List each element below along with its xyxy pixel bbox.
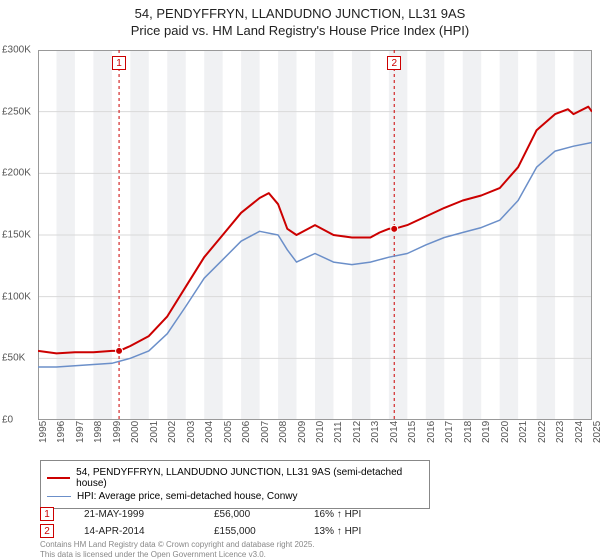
y-tick-label: £0	[2, 415, 13, 426]
legend-label: 54, PENDYFFRYN, LLANDUDNO JUNCTION, LL31…	[76, 467, 423, 489]
y-tick-label: £100K	[2, 291, 31, 302]
footer-attribution: Contains HM Land Registry data © Crown c…	[40, 540, 315, 559]
x-tick-label: 2003	[186, 421, 197, 443]
x-tick-label: 2019	[481, 421, 492, 443]
x-tick-label: 2014	[389, 421, 400, 443]
x-tick-label: 2004	[204, 421, 215, 443]
sale-price: £56,000	[214, 509, 284, 520]
chart-area: £0£50K£100K£150K£200K£250K£300K199519961…	[38, 50, 592, 420]
sale-date: 14-APR-2014	[84, 526, 184, 537]
legend-row: 54, PENDYFFRYN, LLANDUDNO JUNCTION, LL31…	[47, 467, 423, 489]
chart-container: 54, PENDYFFRYN, LLANDUDNO JUNCTION, LL31…	[0, 0, 600, 560]
x-tick-label: 2002	[167, 421, 178, 443]
footer-line-1: Contains HM Land Registry data © Crown c…	[40, 540, 315, 550]
x-tick-label: 2005	[223, 421, 234, 443]
x-tick-label: 2020	[500, 421, 511, 443]
sale-row-marker: 1	[40, 507, 54, 521]
y-tick-label: £200K	[2, 168, 31, 179]
sale-pct: 16% ↑ HPI	[314, 509, 394, 520]
sale-row: 2 14-APR-2014 £155,000 13% ↑ HPI	[40, 524, 394, 538]
x-tick-label: 2013	[370, 421, 381, 443]
x-tick-label: 2024	[574, 421, 585, 443]
x-tick-label: 2015	[407, 421, 418, 443]
x-tick-label: 2022	[537, 421, 548, 443]
y-tick-label: £150K	[2, 230, 31, 241]
title-block: 54, PENDYFFRYN, LLANDUDNO JUNCTION, LL31…	[0, 0, 600, 38]
sale-marker: 1	[112, 56, 126, 70]
x-tick-label: 2012	[352, 421, 363, 443]
x-tick-label: 2011	[333, 421, 344, 443]
footer-line-2: This data is licensed under the Open Gov…	[40, 550, 315, 560]
sale-price: £155,000	[214, 526, 284, 537]
x-tick-label: 2000	[130, 421, 141, 443]
x-tick-label: 2009	[297, 421, 308, 443]
sale-row-marker: 2	[40, 524, 54, 538]
x-tick-label: 1999	[112, 421, 123, 443]
x-tick-label: 1997	[75, 421, 86, 443]
sale-date: 21-MAY-1999	[84, 509, 184, 520]
x-tick-label: 2006	[241, 421, 252, 443]
y-tick-label: £300K	[2, 45, 31, 56]
x-tick-label: 2007	[260, 421, 271, 443]
x-tick-label: 2018	[463, 421, 474, 443]
sales-table: 1 21-MAY-1999 £56,000 16% ↑ HPI 2 14-APR-2014…	[40, 504, 394, 541]
x-tick-label: 1996	[56, 421, 67, 443]
x-tick-label: 2010	[315, 421, 326, 443]
sale-row: 1 21-MAY-1999 £56,000 16% ↑ HPI	[40, 507, 394, 521]
y-tick-label: £50K	[2, 353, 25, 364]
legend: 54, PENDYFFRYN, LLANDUDNO JUNCTION, LL31…	[40, 460, 430, 509]
x-tick-label: 2008	[278, 421, 289, 443]
x-tick-label: 2025	[592, 421, 600, 443]
legend-row: HPI: Average price, semi-detached house,…	[47, 491, 423, 502]
x-tick-label: 2023	[555, 421, 566, 443]
legend-swatch	[47, 477, 70, 479]
title-address: 54, PENDYFFRYN, LLANDUDNO JUNCTION, LL31…	[0, 6, 600, 21]
x-tick-label: 2001	[149, 421, 160, 443]
x-tick-label: 2021	[518, 421, 529, 443]
x-tick-label: 2017	[444, 421, 455, 443]
plot-svg	[38, 50, 592, 420]
sale-marker: 2	[387, 56, 401, 70]
sale-pct: 13% ↑ HPI	[314, 526, 394, 537]
title-subtitle: Price paid vs. HM Land Registry's House …	[0, 23, 600, 38]
x-tick-label: 1995	[38, 421, 49, 443]
x-tick-label: 1998	[93, 421, 104, 443]
legend-swatch	[47, 496, 71, 498]
legend-label: HPI: Average price, semi-detached house,…	[77, 491, 298, 502]
x-tick-label: 2016	[426, 421, 437, 443]
y-tick-label: £250K	[2, 106, 31, 117]
